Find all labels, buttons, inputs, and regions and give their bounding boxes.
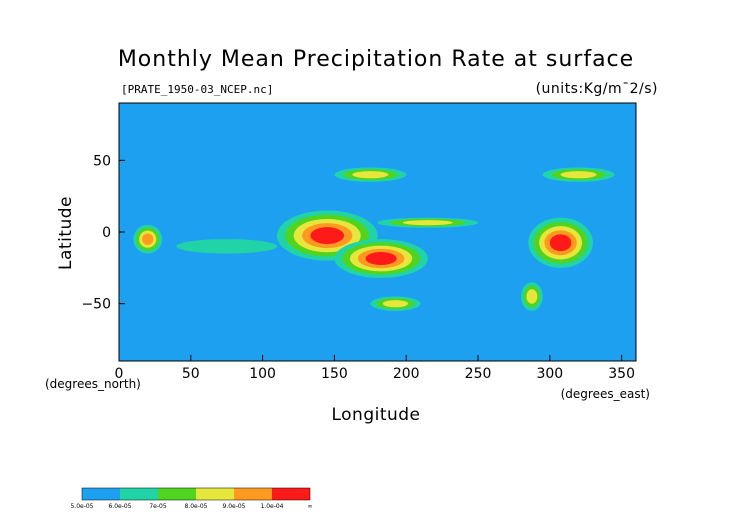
y-tick-label: 50 [93,153,111,169]
precip-field-south-pacific-convergence [334,239,428,278]
colorbar: 5.0e-05 6.0e-05 7e-05 8.0e-05 9.0e-05 1.0e-04… [70,487,313,510]
x-tick-label: 300 [536,366,563,382]
precip-level-3 [526,289,538,304]
precip-level-1 [176,239,278,254]
colorbar-frame [81,487,311,501]
x-axis-label: Longitude [331,405,420,425]
precip-field-north-pacific-storm-track [334,167,407,182]
y-unit-note: (degrees_north) [45,377,141,391]
precip-field-southern-ocean-south-pacific [370,296,421,311]
precip-field-indian-ocean-itcz [176,239,278,254]
axis-ticks: 0 50 100 150 200 250 300 350 50 0 −50 [81,153,635,382]
y-axis-label: Latitude [56,196,76,270]
chart-units: (units:Kg/m¯2/s) [536,81,658,97]
x-tick-label: 100 [249,366,276,382]
x-tick-label: 0 [115,366,124,382]
colorbar-label: 1.0e-04 [260,503,283,510]
colorbar-label: 8.0e-05 [184,503,207,510]
colorbar-swatch [120,488,158,500]
precip-level-3 [382,300,409,308]
precip-level-3 [560,171,597,179]
chart-title: Monthly Mean Precipitation Rate at surfa… [118,47,634,72]
precip-level-4 [142,233,154,245]
x-tick-label: 150 [321,366,348,382]
colorbar-label: 6.0e-05 [108,503,131,510]
precip-level-5 [549,234,572,252]
x-tick-label: 350 [608,366,635,382]
colorbar-label: 9.0e-05 [222,503,245,510]
precip-level-5 [365,252,397,266]
precip-field-itcz-central-pacific [377,217,479,228]
colorbar-swatch [234,488,272,500]
colorbar-label: 7e-05 [149,503,166,510]
x-tick-label: 250 [465,366,492,382]
colorbar-swatch [82,488,120,500]
precip-field-central-africa [133,224,163,254]
precipitation-map [118,102,637,362]
x-unit-note: (degrees_east) [561,387,650,401]
precip-field-north-atlantic-storm-track [542,167,615,182]
colorbar-swatch [272,488,310,500]
precip-level-5 [310,227,345,244]
precip-field-amazon-basin [528,217,593,268]
precip-field-southern-chile [521,282,543,311]
colorbar-swatch [158,488,196,500]
precip-level-3 [402,220,453,226]
colorbar-swatch [196,488,234,500]
colorbar-label: ∞ [308,503,313,510]
y-tick-label: −50 [81,297,111,313]
chart-subtitle: [PRATE_1950-03_NCEP.nc] [121,83,273,96]
colorbar-label: 5.0e-05 [70,503,93,510]
x-tick-label: 200 [393,366,420,382]
precip-level-3 [352,171,389,179]
x-tick-label: 50 [182,366,200,382]
y-tick-label: 0 [102,225,111,241]
